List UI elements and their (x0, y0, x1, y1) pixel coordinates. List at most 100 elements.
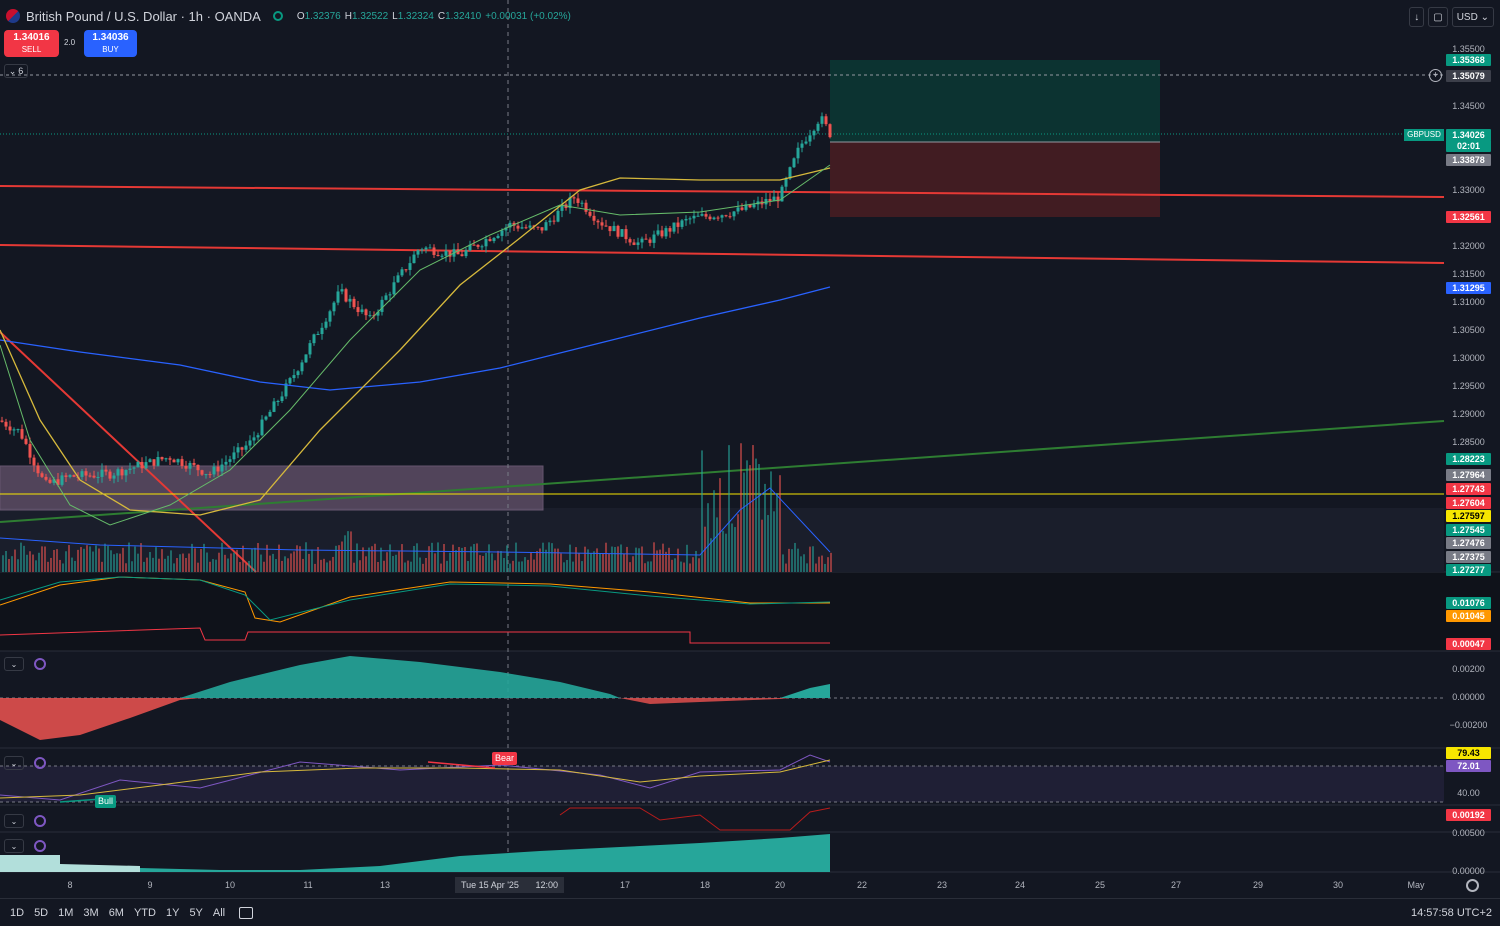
candle-body (556, 210, 560, 222)
candle-body (660, 230, 664, 237)
add-alert-icon[interactable]: + (1429, 69, 1442, 82)
price-tick: 1.31000 (1452, 297, 1485, 307)
range-button-1m[interactable]: 1M (58, 906, 74, 919)
symbol-title[interactable]: British Pound / U.S. Dollar · 1h · OANDA (26, 8, 261, 24)
volume-bar (35, 560, 37, 572)
volume-bar (158, 558, 160, 572)
volume-bar (584, 546, 586, 572)
volume-bar (761, 519, 763, 572)
range-button-1y[interactable]: 1Y (165, 906, 180, 919)
candle-body (740, 207, 744, 210)
histogram-positive (780, 684, 830, 698)
volume-bar (452, 544, 454, 572)
volume-bar (116, 553, 118, 572)
candle-body (204, 474, 208, 476)
range-button-3m[interactable]: 3M (83, 906, 99, 919)
bull-marker[interactable]: Bull (95, 795, 117, 808)
volume-bar (368, 547, 370, 572)
volume-bar (659, 549, 661, 572)
pane-collapse-button[interactable]: ⌄ (4, 839, 24, 853)
bear-marker[interactable]: Bear (492, 752, 518, 765)
volume-bar (29, 551, 31, 572)
volume-bar (359, 560, 361, 572)
range-buttons: 1D 5D 1M 3M 6M YTD 1Y 5Y All (0, 907, 225, 919)
crosshair-time-label: Tue 15 Apr '25 12:00 (455, 877, 564, 893)
sell-label: SELL (21, 45, 42, 54)
price-label: 1.27545 (1446, 524, 1491, 536)
candle-body (460, 254, 464, 257)
calendar-icon[interactable] (239, 906, 254, 919)
ohlc-key: C (437, 10, 446, 22)
pane-collapse-button[interactable]: ⌄ (4, 814, 24, 828)
range-button-ytd[interactable]: YTD (133, 906, 156, 919)
range-button-6m[interactable]: 6M (108, 906, 124, 919)
candle-body (824, 116, 828, 125)
indicator-pane-4 (0, 805, 1500, 832)
pane-collapse-button[interactable]: ⌄ (4, 756, 24, 770)
gbpusd-flag-icon (6, 9, 20, 23)
volume-bar (275, 559, 277, 572)
histogram-positive (180, 656, 620, 698)
pane-collapse-button[interactable]: ⌄ (4, 657, 24, 671)
sell-button[interactable]: 1.34016 SELL (4, 30, 59, 57)
volume-bar (11, 556, 13, 572)
indicators-toggle-button[interactable]: ⌄ 6 (4, 64, 28, 78)
fullscreen-icon[interactable]: ▢ (1428, 7, 1448, 27)
candle-body (800, 143, 804, 148)
volume-bar (641, 546, 643, 572)
candle-body (132, 467, 136, 469)
volume-bar (278, 544, 280, 572)
range-button-1d[interactable]: 1D (10, 906, 25, 919)
volume-bar (782, 554, 784, 572)
candle-body (104, 469, 108, 472)
volume-bar (416, 543, 418, 572)
volume-bar (824, 563, 826, 572)
candle-body (208, 474, 212, 476)
volume-bar (566, 559, 568, 572)
volume-bar (638, 548, 640, 572)
volume-bar (404, 562, 406, 572)
buy-button[interactable]: 1.34036 BUY (84, 30, 137, 57)
volume-bar (362, 547, 364, 572)
price-label: 1.27277 (1446, 564, 1491, 576)
pane-source-icon[interactable] (34, 757, 46, 769)
volume-bar (455, 550, 457, 572)
pane-source-icon[interactable] (34, 840, 46, 852)
candle-body (520, 227, 524, 229)
candle-body (604, 225, 608, 227)
volume-bar (815, 563, 817, 572)
currency-select[interactable]: USD ⌄ (1451, 7, 1494, 27)
volume-bar (137, 553, 139, 572)
price-tick: 1.30000 (1452, 353, 1485, 363)
volume-bar (758, 464, 760, 572)
range-button-5y[interactable]: 5Y (189, 906, 203, 919)
range-button-5d[interactable]: 5D (34, 906, 49, 919)
volume-bar (614, 547, 616, 572)
volume-bar (494, 560, 496, 572)
candle-body (592, 215, 596, 221)
volume-bar (233, 552, 235, 572)
range-button-all[interactable]: All (212, 906, 226, 919)
candle-body (644, 238, 648, 240)
volume-bar (62, 563, 64, 572)
volume-bar (710, 538, 712, 572)
pane-source-icon[interactable] (34, 815, 46, 827)
download-icon[interactable]: ↓ (1409, 7, 1425, 27)
volume-bar (266, 544, 268, 572)
price-label: 1.28223 (1446, 453, 1491, 465)
pane-source-icon[interactable] (34, 658, 46, 670)
candle-body (0, 420, 4, 422)
time-tick: 25 (1094, 880, 1106, 890)
gear-icon[interactable] (1466, 879, 1479, 892)
candle-body (196, 464, 200, 471)
candle-body (436, 254, 440, 256)
clock[interactable]: 14:57:58 UTC+2 (1410, 906, 1492, 919)
candle-body (716, 217, 720, 219)
price-tick: 1.30500 (1452, 325, 1485, 335)
volume-bar (260, 554, 262, 572)
volume-bar (152, 557, 154, 572)
candle-body (172, 459, 176, 463)
volume-bar (410, 561, 412, 572)
